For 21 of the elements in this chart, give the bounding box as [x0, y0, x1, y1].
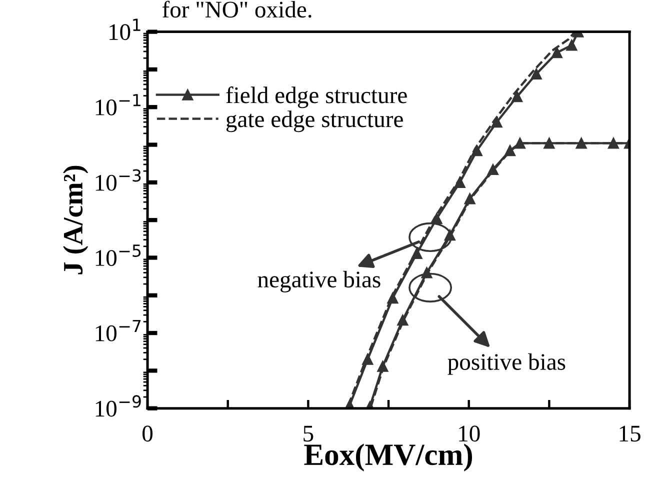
x-tick-label: 0	[142, 426, 153, 442]
point	[530, 68, 542, 80]
x-tick-label: 5	[304, 426, 314, 442]
y-tick-label: 10$^{−7}$	[96, 320, 141, 342]
point	[512, 91, 523, 102]
y-axis-title: J (A/cm²)	[63, 166, 88, 274]
annotation: positive bias	[448, 353, 566, 375]
x-axis-title: Eox(MV/cm)	[304, 444, 472, 472]
x-tick-label: 10	[459, 426, 480, 442]
point	[566, 40, 578, 51]
y-tick-label: 10$^{1}$	[110, 18, 140, 40]
text: for "NO" oxide.	[162, 0, 312, 18]
x-tick-label: 15	[620, 426, 640, 442]
legend-label: gate edge structure	[226, 110, 403, 132]
point	[551, 47, 562, 58]
y-tick-label: 10$^{−5}$	[96, 244, 141, 266]
y-tick-label: 10$^{−3}$	[96, 169, 141, 191]
legend-label: field edge structure	[226, 86, 407, 108]
y-tick-label: 10$^{−1}$	[96, 94, 140, 116]
annotation: negative bias	[258, 270, 380, 292]
y-tick-label: 10$^{−9}$	[96, 395, 141, 417]
